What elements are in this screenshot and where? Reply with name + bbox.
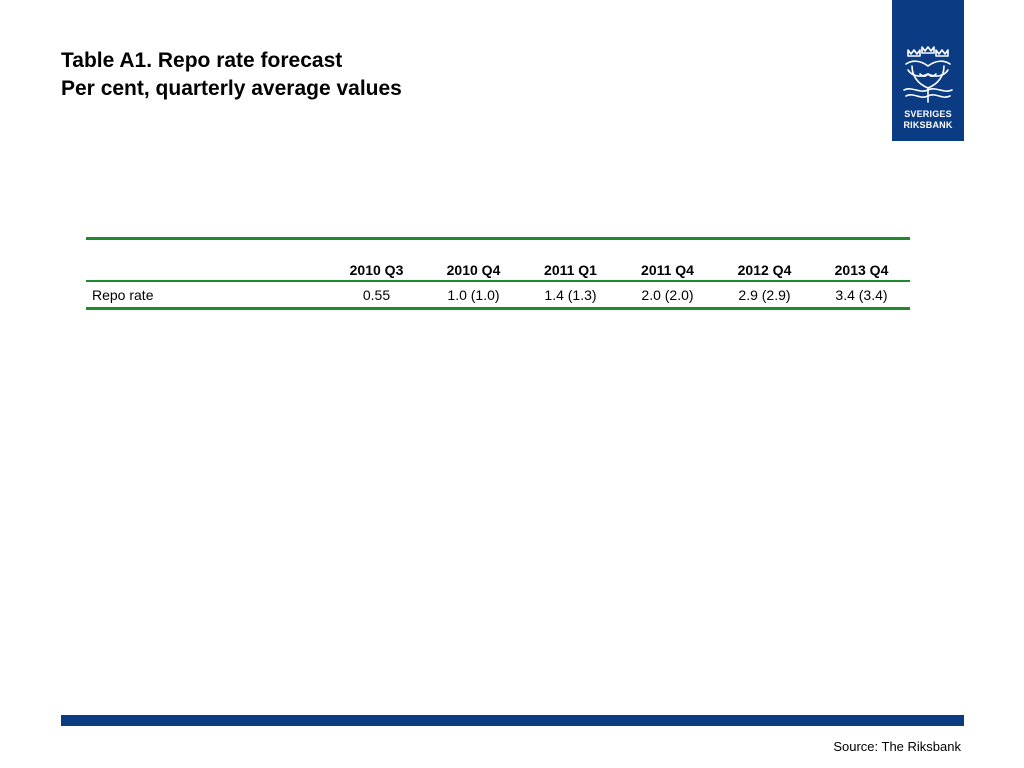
logo-text: SVERIGES RIKSBANK bbox=[892, 109, 964, 131]
table-row: Repo rate 0.55 1.0 (1.0) 1.4 (1.3) 2.0 (… bbox=[86, 281, 910, 310]
table-cell: 1.4 (1.3) bbox=[522, 281, 619, 310]
logo-text-line1: SVERIGES bbox=[904, 109, 952, 119]
column-header: 2012 Q4 bbox=[716, 238, 813, 282]
table-cell: 3.4 (3.4) bbox=[813, 281, 910, 310]
source-note: Source: The Riksbank bbox=[833, 739, 961, 754]
repo-rate-table: 2010 Q3 2010 Q4 2011 Q1 2011 Q4 2012 Q4 … bbox=[86, 237, 910, 310]
table-header-row: 2010 Q3 2010 Q4 2011 Q1 2011 Q4 2012 Q4 … bbox=[86, 238, 910, 282]
table-cell: 0.55 bbox=[328, 281, 425, 310]
table-cell: 1.0 (1.0) bbox=[425, 281, 522, 310]
page-title: Table A1. Repo rate forecast bbox=[61, 49, 343, 72]
footer-bar bbox=[61, 715, 964, 726]
logo-text-line2: RIKSBANK bbox=[903, 120, 953, 130]
column-header: 2010 Q4 bbox=[425, 238, 522, 282]
riksbank-crest-icon bbox=[903, 46, 953, 103]
page-subtitle: Per cent, quarterly average values bbox=[61, 77, 402, 100]
title-block: Table A1. Repo rate forecast Per cent, q… bbox=[61, 47, 402, 103]
riksbank-logo: SVERIGES RIKSBANK bbox=[892, 0, 964, 141]
row-label: Repo rate bbox=[86, 281, 328, 310]
column-header: 2013 Q4 bbox=[813, 238, 910, 282]
column-header: 2011 Q1 bbox=[522, 238, 619, 282]
column-header: 2011 Q4 bbox=[619, 238, 716, 282]
column-header: 2010 Q3 bbox=[328, 238, 425, 282]
column-header bbox=[86, 238, 328, 282]
table-cell: 2.0 (2.0) bbox=[619, 281, 716, 310]
table-cell: 2.9 (2.9) bbox=[716, 281, 813, 310]
